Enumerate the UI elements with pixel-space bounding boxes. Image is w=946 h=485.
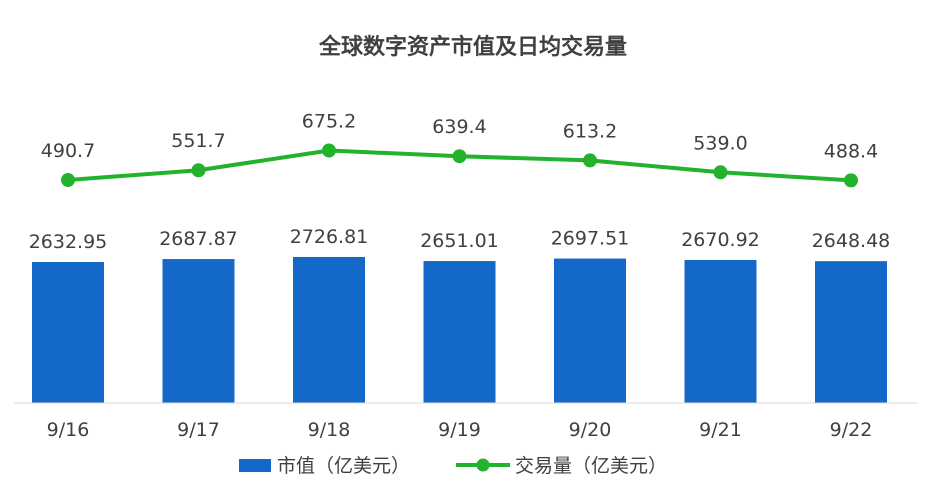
legend-swatch-volume-marker bbox=[476, 458, 490, 472]
bar-9-17 bbox=[162, 259, 235, 403]
bar-9-19 bbox=[423, 261, 496, 403]
volume-value-label: 490.7 bbox=[41, 140, 95, 162]
volume-value-label: 551.7 bbox=[171, 130, 225, 152]
bar-series: 2632.95 2687.87 2726.81 2651.01 2697.51 2670.… bbox=[29, 226, 891, 403]
bar-9-22 bbox=[815, 261, 887, 403]
bar-9-18 bbox=[293, 256, 365, 403]
x-tick-label: 9/16 bbox=[47, 419, 90, 441]
volume-point-9-16 bbox=[61, 173, 75, 187]
bar-value-label: 2697.51 bbox=[551, 228, 630, 250]
volume-point-9-18 bbox=[322, 143, 336, 158]
legend: 市值（亿美元） 交易量（亿美元） bbox=[239, 455, 667, 477]
bar-9-16 bbox=[32, 262, 104, 403]
bar-value-label: 2726.81 bbox=[290, 226, 369, 248]
volume-point-9-21 bbox=[713, 165, 728, 180]
bar-value-label: 2632.95 bbox=[29, 231, 108, 253]
x-tick-label: 9/18 bbox=[308, 419, 351, 441]
bar-9-20 bbox=[554, 258, 626, 403]
volume-value-label: 613.2 bbox=[563, 120, 617, 142]
volume-value-label: 639.4 bbox=[432, 116, 486, 138]
legend-swatch-market-cap bbox=[239, 459, 271, 472]
x-axis-ticks: 9/16 9/17 9/18 9/19 9/20 9/21 9/22 bbox=[47, 419, 873, 441]
legend-label-market-cap: 市值（亿美元） bbox=[277, 455, 410, 477]
volume-value-label: 488.4 bbox=[824, 140, 878, 162]
line-series: 490.7 551.7 675.2 639.4 613.2 539.0 488.4 bbox=[41, 110, 878, 188]
x-tick-label: 9/17 bbox=[177, 419, 220, 441]
bar-value-label: 2670.92 bbox=[681, 229, 760, 251]
volume-value-label: 675.2 bbox=[302, 110, 356, 132]
volume-value-label: 539.0 bbox=[693, 132, 747, 154]
volume-point-9-20 bbox=[583, 153, 597, 168]
volume-point-9-19 bbox=[452, 149, 467, 164]
volume-point-9-22 bbox=[844, 173, 858, 188]
x-tick-label: 9/19 bbox=[438, 419, 481, 441]
bar-value-label: 2687.87 bbox=[159, 228, 238, 250]
legend-label-volume: 交易量（亿美元） bbox=[515, 455, 667, 477]
bar-value-label: 2648.48 bbox=[812, 230, 891, 252]
chart-title: 全球数字资产市值及日均交易量 bbox=[318, 34, 627, 60]
bar-value-label: 2651.01 bbox=[420, 230, 499, 252]
x-tick-label: 9/21 bbox=[699, 419, 742, 441]
x-tick-label: 9/22 bbox=[830, 419, 873, 441]
volume-point-9-17 bbox=[191, 163, 206, 178]
bar-9-21 bbox=[684, 259, 757, 403]
x-tick-label: 9/20 bbox=[569, 419, 612, 441]
